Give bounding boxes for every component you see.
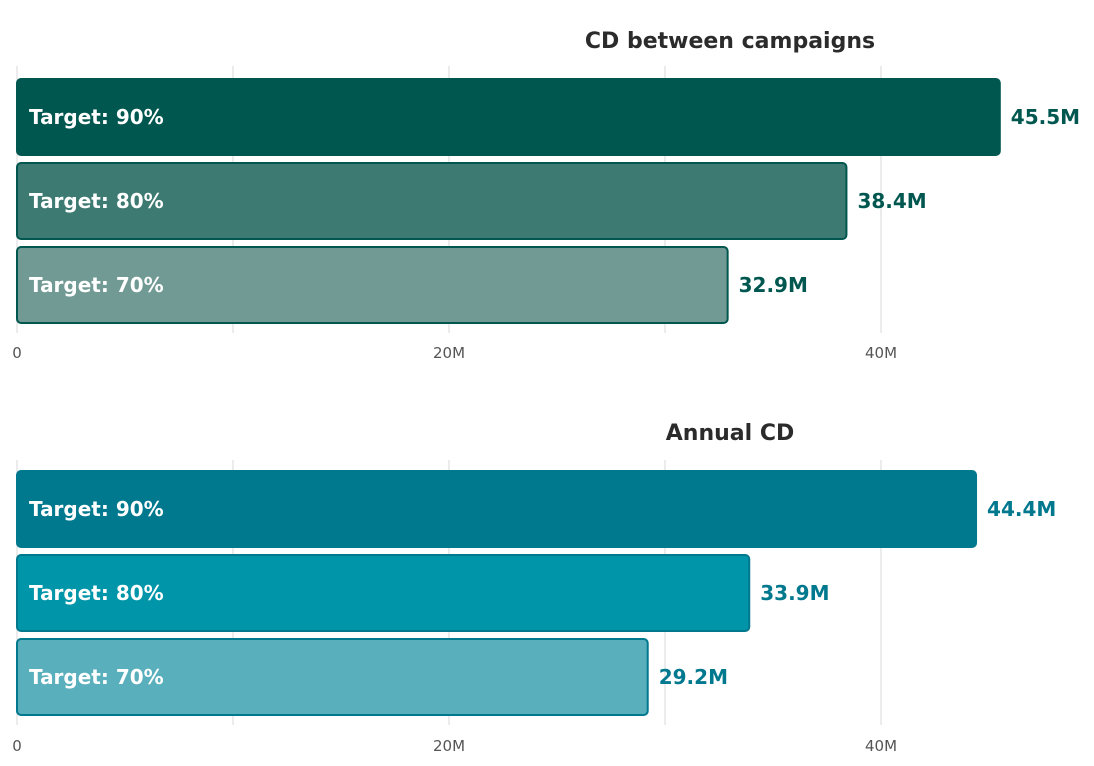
bar-value-label: 29.2M xyxy=(659,665,728,689)
bar-category-label: Target: 90% xyxy=(29,105,164,129)
bar xyxy=(16,470,978,548)
bar-value-label: 45.5M xyxy=(1011,105,1080,129)
bar-value-label: 38.4M xyxy=(857,189,926,213)
bar-category-label: Target: 90% xyxy=(29,497,164,521)
bar-category-label: Target: 70% xyxy=(29,665,164,689)
bar xyxy=(16,78,1001,156)
bar xyxy=(16,162,848,240)
x-tick-label: 20M xyxy=(433,737,465,755)
bar-category-label: Target: 80% xyxy=(29,189,164,213)
bar-category-label: Target: 70% xyxy=(29,273,164,297)
bar xyxy=(16,246,729,324)
x-tick-label: 40M xyxy=(865,344,897,362)
bar xyxy=(16,638,649,716)
bar-value-label: 32.9M xyxy=(739,273,808,297)
chart-title: Annual CD xyxy=(666,421,794,446)
bar-category-label: Target: 80% xyxy=(29,581,164,605)
chart-panel-2: Annual CD Target: 90% 44.4M Target: 80% 33.9… xyxy=(12,421,1056,755)
x-tick-label: 20M xyxy=(433,344,465,362)
bar-value-label: 33.9M xyxy=(760,581,829,605)
chart-title: CD between campaigns xyxy=(585,29,875,54)
x-tick-label: 40M xyxy=(865,737,897,755)
x-tick-label: 0 xyxy=(12,737,22,755)
chart-panel-1: CD between campaigns Target: 90% 45.5M Targ… xyxy=(12,29,1080,362)
bar-value-label: 44.4M xyxy=(987,497,1056,521)
bar xyxy=(16,554,751,632)
x-tick-label: 0 xyxy=(12,344,22,362)
